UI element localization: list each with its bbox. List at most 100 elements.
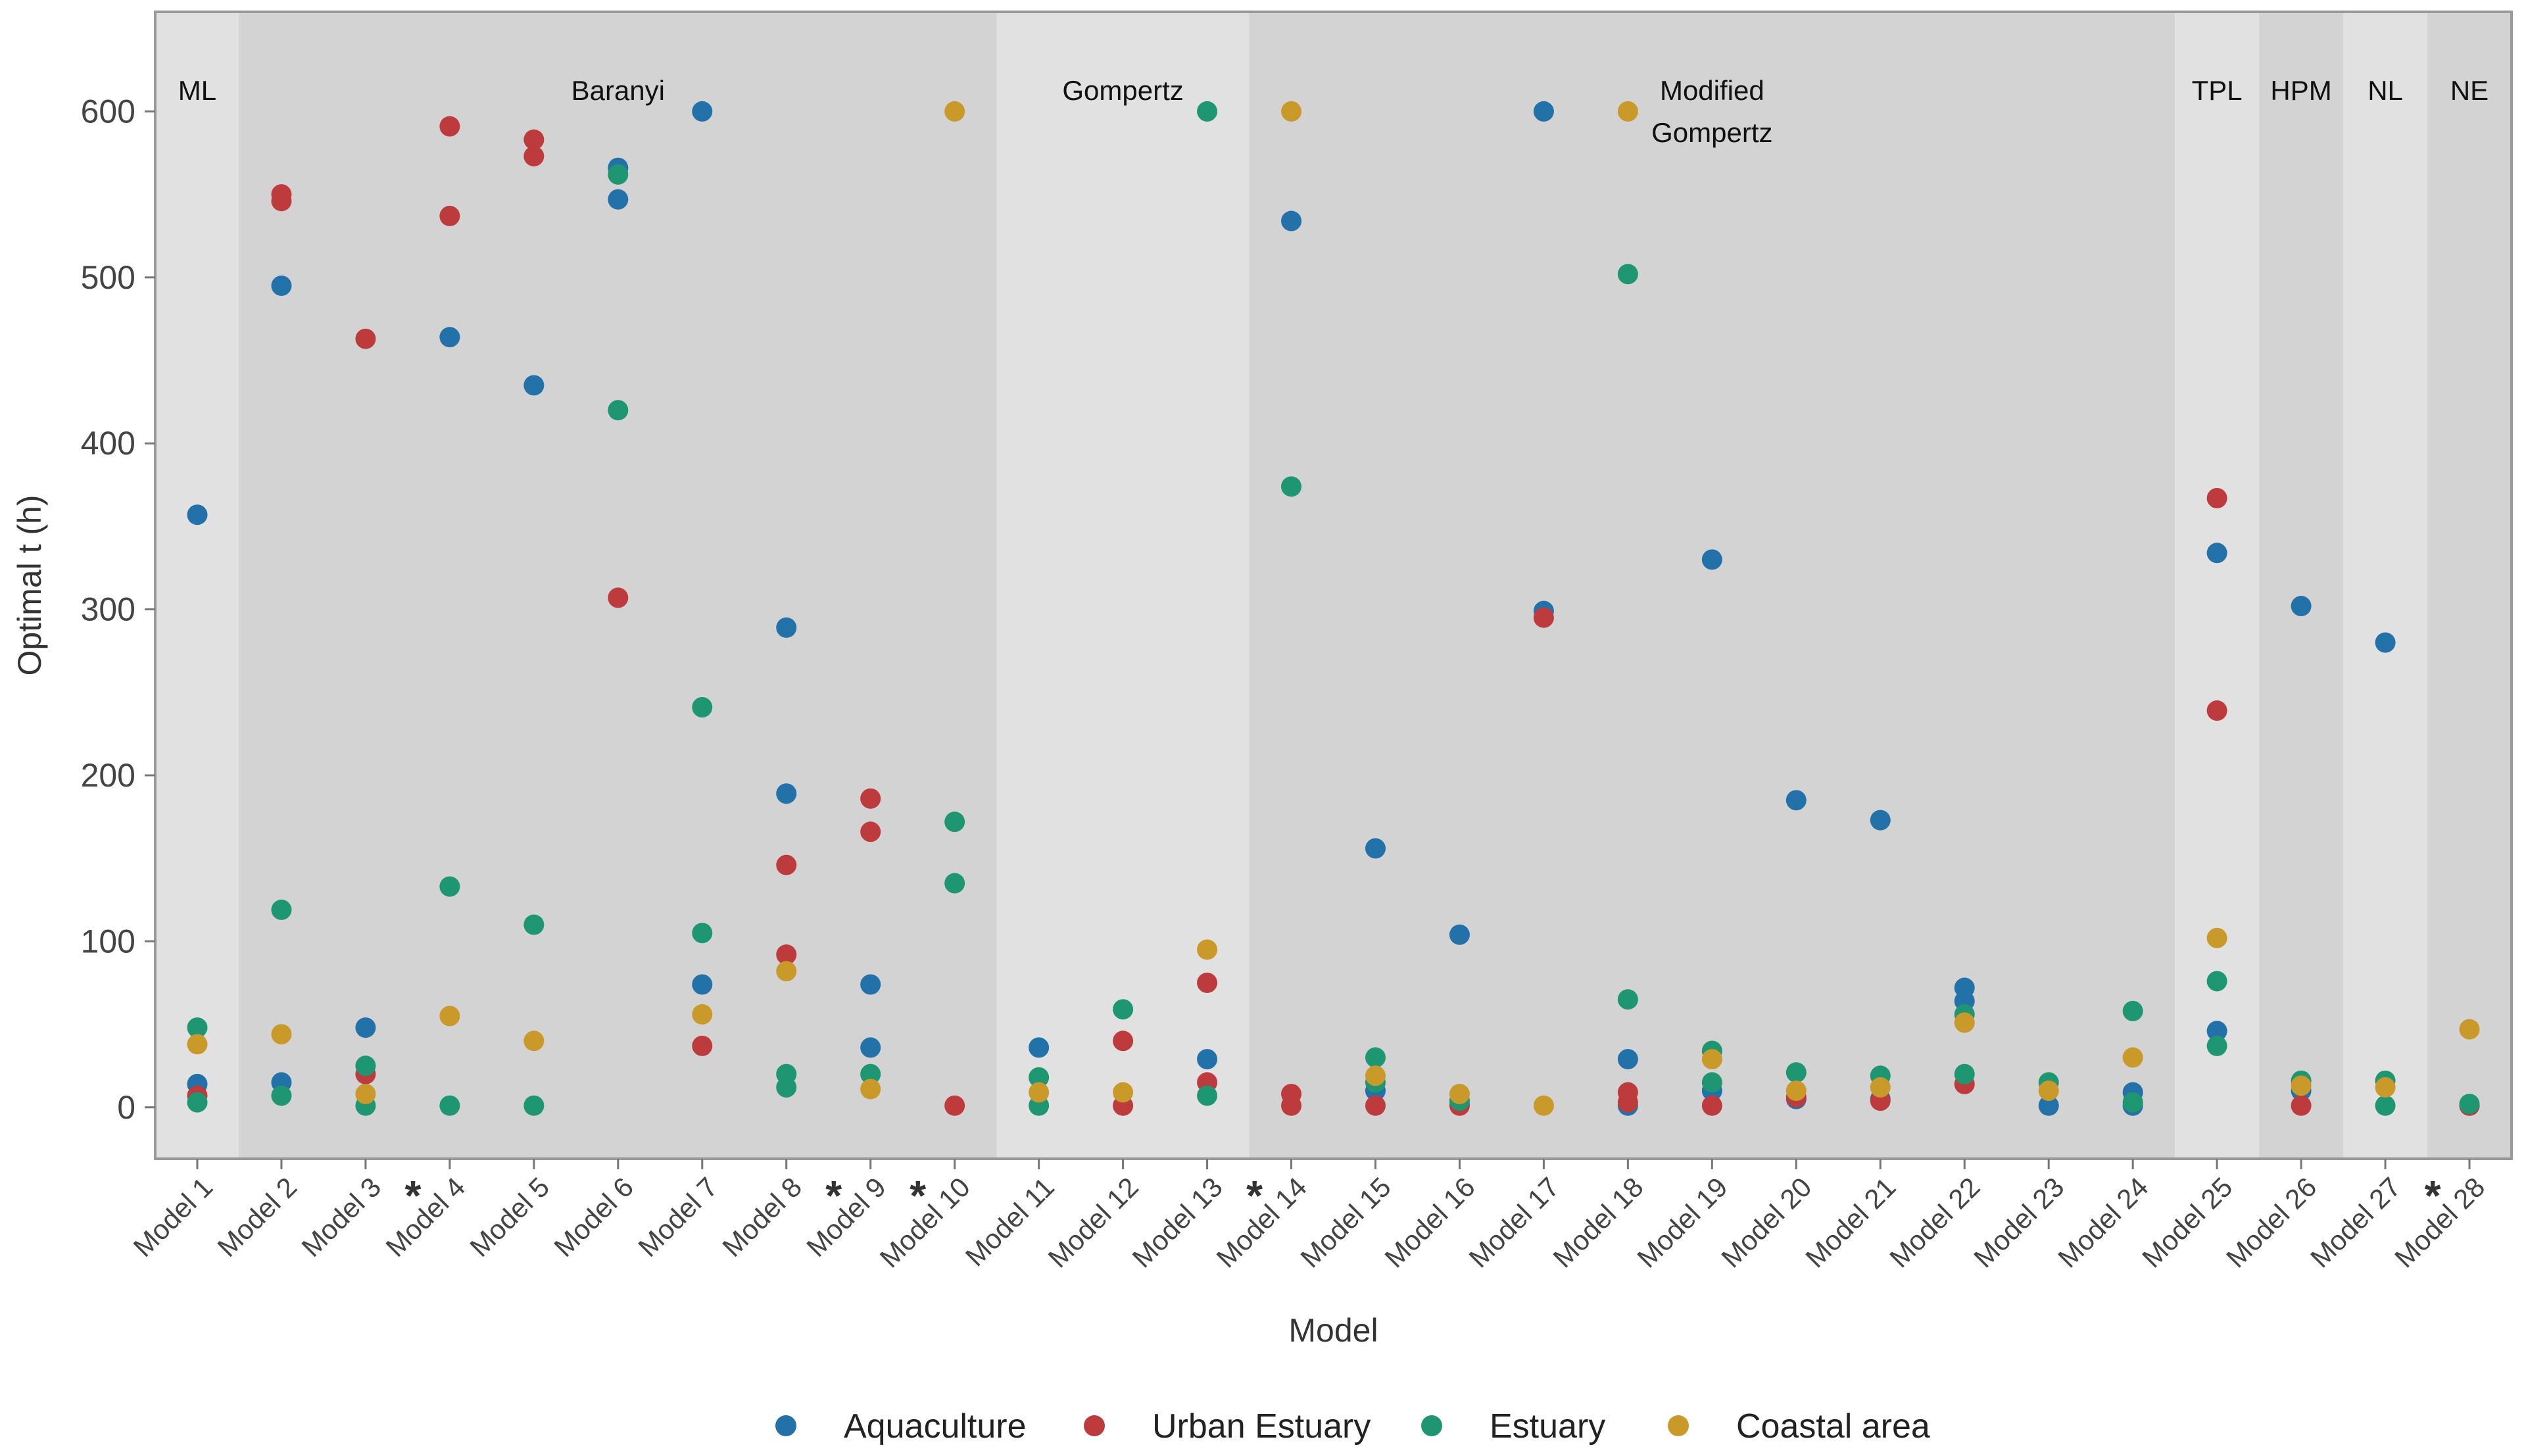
data-point — [187, 1017, 208, 1038]
data-point — [1365, 838, 1386, 859]
data-point — [2375, 1077, 2396, 1098]
group-label: ML — [178, 75, 216, 106]
data-point — [776, 1077, 797, 1098]
data-point — [2206, 543, 2227, 564]
data-point — [608, 400, 629, 421]
data-point — [860, 1063, 881, 1084]
x-tick-label: Model 20 — [1715, 1171, 1817, 1273]
x-tick-label: Model 13 — [1127, 1171, 1228, 1273]
x-tick-label: Model 7 — [632, 1171, 723, 1263]
data-point — [1617, 1092, 1638, 1113]
data-point — [271, 275, 292, 296]
data-point — [1701, 549, 1722, 570]
x-tick-label: Model 23 — [1968, 1171, 2070, 1273]
data-point — [271, 191, 292, 212]
data-point — [1197, 101, 1218, 122]
data-point — [692, 923, 713, 944]
data-point — [439, 1006, 460, 1027]
x-tick-label: Model 27 — [2304, 1171, 2406, 1273]
data-point — [1281, 210, 1302, 231]
x-tick-label: Model 15 — [1294, 1171, 1396, 1273]
group-band — [2259, 12, 2344, 1159]
group-label: Modified — [1660, 75, 1764, 106]
data-point — [1197, 1085, 1218, 1106]
data-point — [692, 974, 713, 995]
data-point — [2291, 596, 2312, 617]
legend-marker — [1421, 1415, 1442, 1436]
data-point — [692, 1035, 713, 1056]
data-point — [1449, 1084, 1470, 1105]
data-point — [1197, 1049, 1218, 1070]
data-point — [439, 876, 460, 897]
group-label: Gompertz — [1062, 75, 1183, 106]
y-axis: 0 100 200 300 400 500 600 — [81, 93, 155, 1126]
data-point — [1365, 1047, 1386, 1068]
data-point — [187, 1034, 208, 1055]
x-tick-label: Model 26 — [2220, 1171, 2322, 1273]
data-point — [692, 697, 713, 718]
data-point — [523, 146, 545, 167]
data-point — [860, 821, 881, 842]
data-point — [1197, 939, 1218, 960]
data-point — [1617, 101, 1638, 122]
data-point — [2206, 487, 2227, 508]
data-point — [1281, 101, 1302, 122]
y-tick-label: 600 — [81, 93, 135, 130]
data-point — [2291, 1075, 2312, 1096]
data-point — [439, 116, 460, 137]
data-point — [692, 1004, 713, 1025]
data-point — [1029, 1037, 1050, 1058]
x-tick-label: Model 4 — [379, 1171, 471, 1263]
data-point — [776, 617, 797, 638]
y-tick-label: 500 — [81, 259, 135, 296]
data-point — [2206, 971, 2227, 992]
legend-label: Estuary — [1490, 1407, 1605, 1445]
data-point — [1785, 790, 1807, 811]
x-tick-label: Model 22 — [1883, 1171, 1985, 1273]
data-point — [2206, 1021, 2227, 1042]
data-point — [1533, 607, 1554, 628]
data-point — [944, 1095, 965, 1116]
x-tick-label: Model 11 — [959, 1171, 1060, 1272]
data-point — [776, 944, 797, 965]
data-point — [1281, 1095, 1302, 1116]
legend-marker — [775, 1415, 796, 1436]
group-band — [155, 12, 239, 1159]
data-point — [944, 101, 965, 122]
y-tick-label: 100 — [81, 923, 135, 959]
data-point — [1785, 1080, 1807, 1102]
significance-star: * — [2425, 1172, 2441, 1219]
data-point — [2038, 1095, 2059, 1116]
data-point — [608, 587, 629, 608]
data-points — [187, 101, 2480, 1116]
group-bands — [155, 12, 2512, 1159]
group-label: HPM — [2270, 75, 2331, 106]
data-point — [2206, 927, 2227, 948]
x-tick-label: Model 12 — [1042, 1171, 1144, 1273]
data-point — [776, 961, 797, 982]
significance-star: * — [1246, 1172, 1263, 1219]
data-point — [1954, 1063, 1975, 1084]
data-point — [1701, 1072, 1722, 1093]
x-tick-label: Model 17 — [1463, 1171, 1565, 1273]
data-point — [2122, 1000, 2143, 1021]
data-point — [692, 101, 713, 122]
data-point — [2206, 700, 2227, 721]
data-point — [1533, 101, 1554, 122]
group-band — [2343, 12, 2428, 1159]
data-point — [523, 914, 545, 935]
significance-star: * — [825, 1172, 842, 1219]
legend-label: Aquaculture — [844, 1407, 1027, 1445]
data-point — [860, 1037, 881, 1058]
data-point — [1365, 1065, 1386, 1086]
legend-marker — [1668, 1415, 1689, 1436]
x-tick-label: Model 25 — [2136, 1171, 2238, 1273]
y-tick-label: 400 — [81, 425, 135, 462]
x-tick-label: Model 6 — [548, 1171, 639, 1263]
data-point — [1954, 1012, 1975, 1033]
data-point — [523, 1095, 545, 1116]
data-point — [860, 974, 881, 995]
data-point — [1617, 264, 1638, 285]
data-point — [2459, 1094, 2480, 1115]
